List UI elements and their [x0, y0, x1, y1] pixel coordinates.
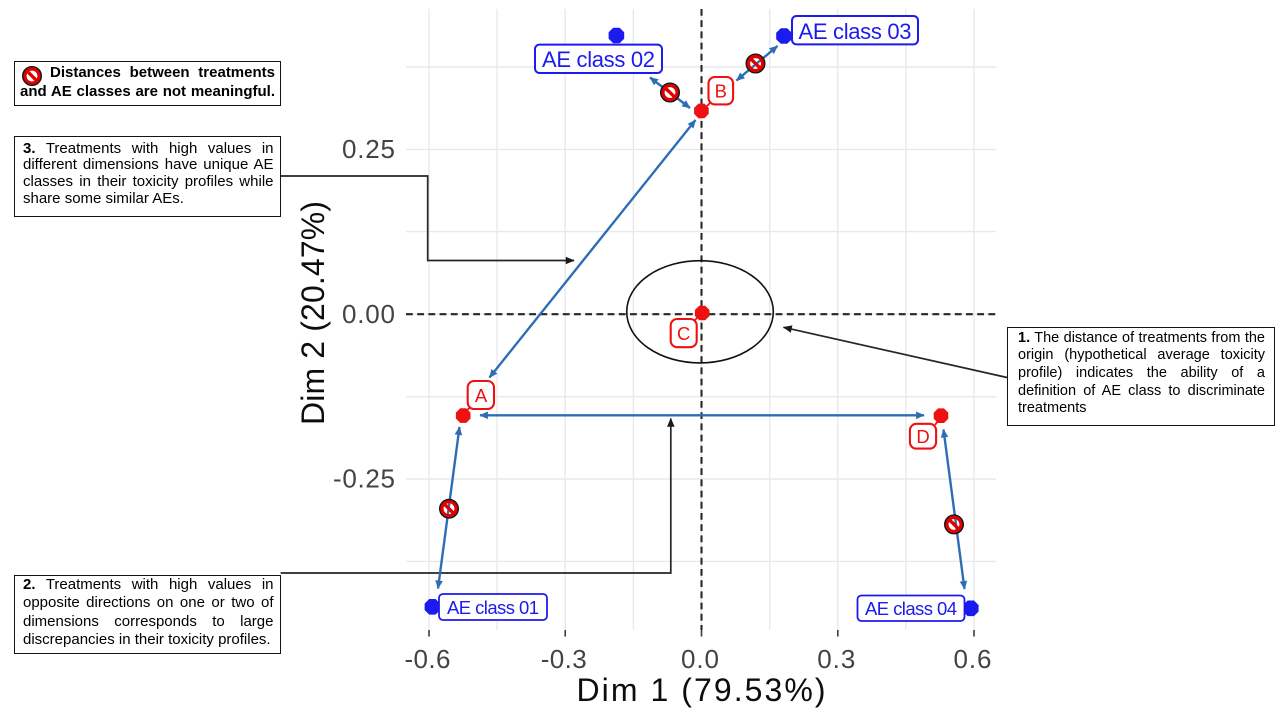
svg-text:Dim 2 (20.47%): Dim 2 (20.47%)	[295, 201, 331, 425]
svg-text:0.6: 0.6	[954, 644, 992, 674]
svg-text:AE class 03: AE class 03	[799, 19, 912, 44]
svg-text:D: D	[916, 426, 929, 447]
svg-text:B: B	[715, 81, 727, 102]
svg-text:0.0: 0.0	[681, 644, 719, 674]
svg-text:-0.6: -0.6	[405, 644, 451, 674]
svg-text:AE class 02: AE class 02	[542, 47, 655, 72]
svg-text:A: A	[475, 385, 488, 406]
svg-text:0.25: 0.25	[342, 134, 395, 164]
svg-text:C: C	[677, 323, 690, 344]
svg-text:0.3: 0.3	[817, 644, 855, 674]
svg-text:AE class 04: AE class 04	[865, 598, 957, 619]
svg-text:AE class 01: AE class 01	[447, 597, 539, 618]
svg-text:-0.25: -0.25	[333, 464, 395, 494]
svg-text:Dim 1 (79.53%): Dim 1 (79.53%)	[577, 672, 826, 708]
svg-text:0.00: 0.00	[342, 299, 395, 329]
svg-text:-0.3: -0.3	[541, 644, 587, 674]
